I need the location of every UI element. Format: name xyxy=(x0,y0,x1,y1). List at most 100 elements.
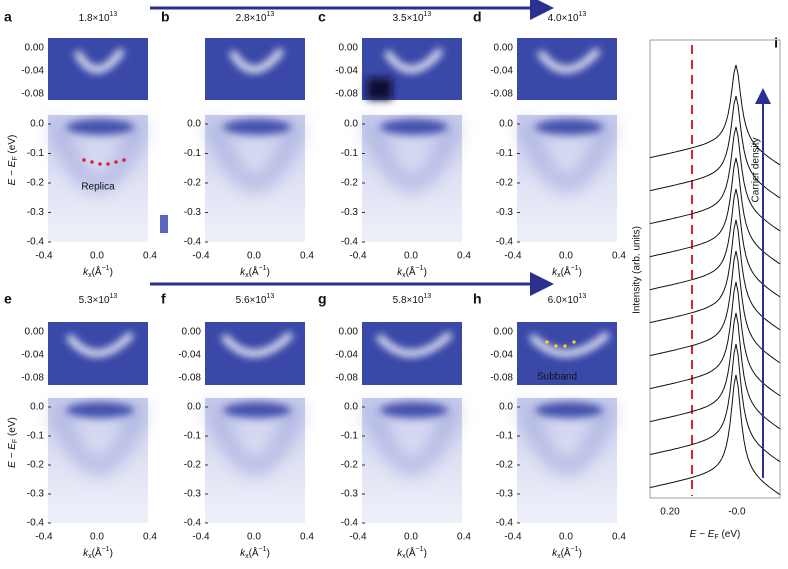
text-part: ) xyxy=(424,548,427,559)
text-part: 2.8×10 xyxy=(236,13,267,24)
text-part: 5.8×10 xyxy=(393,295,424,306)
spectrum-curve xyxy=(649,374,781,496)
annotation: Subband xyxy=(537,372,577,383)
panel-letter: b xyxy=(161,9,170,25)
carrier-density: 5.6×1013 xyxy=(236,293,275,306)
subband-marker xyxy=(572,340,576,344)
spectrum-curve xyxy=(649,281,781,397)
replica-marker xyxy=(106,162,110,166)
y-tick-label: -0.2 xyxy=(341,460,359,471)
x-tick-label: 0.0 xyxy=(247,532,261,543)
y-tick-label: -0.3 xyxy=(27,489,45,500)
y-tick-label: -0.3 xyxy=(496,207,514,218)
y-tick-label: -0.1 xyxy=(27,148,45,159)
text-part: (Å xyxy=(92,265,102,278)
y-tick-label: 0.0 xyxy=(344,119,358,130)
x-tick-label: 0.4 xyxy=(457,251,471,262)
spectrum-curve xyxy=(649,312,781,430)
x-axis-label: kx(Å−1) xyxy=(397,546,427,560)
x-tick-label: 0.20 xyxy=(660,507,680,518)
text-part: 5.6×10 xyxy=(236,295,267,306)
spectrum-curve xyxy=(649,64,781,166)
y-tick-label: 0.00 xyxy=(182,327,202,338)
text-part: (Å xyxy=(92,546,102,559)
y-tick-label: -0.08 xyxy=(21,89,44,100)
text-part: (Å xyxy=(561,546,571,559)
y-tick-label: -0.1 xyxy=(184,431,202,442)
y-tick-label: -0.4 xyxy=(184,518,202,529)
text-part: k xyxy=(397,548,403,559)
panel-letter: e xyxy=(4,291,12,307)
band-feature xyxy=(383,47,444,73)
y-tick-label: -0.4 xyxy=(184,237,202,248)
y-tick-label: -0.2 xyxy=(341,178,359,189)
x-tick-label: -0.4 xyxy=(192,532,210,543)
y-tick-label: -0.04 xyxy=(490,66,513,77)
arrow-label: Carrier density xyxy=(751,137,762,202)
y-tick-label: -0.1 xyxy=(341,148,359,159)
text-part: k xyxy=(83,548,89,559)
text-part: (Å xyxy=(249,265,259,278)
y-tick-label: -0.08 xyxy=(490,373,513,384)
y-tick-label: -0.3 xyxy=(496,489,514,500)
y-tick-label: -0.1 xyxy=(27,431,45,442)
text-part: 1.8×10 xyxy=(79,13,110,24)
panel-letter: g xyxy=(318,291,327,307)
y-tick-label: -0.4 xyxy=(27,518,45,529)
y-tick-label: -0.4 xyxy=(496,237,514,248)
y-tick-label: 0.0 xyxy=(344,402,358,413)
text-part: ) xyxy=(579,548,582,559)
band-feature xyxy=(228,47,285,73)
y-tick-label: -0.04 xyxy=(21,66,44,77)
text-part: ) xyxy=(110,267,113,278)
y-tick-label: -0.3 xyxy=(184,489,202,500)
text-part: E − E xyxy=(7,443,18,468)
y-tick-label: 0.0 xyxy=(499,402,513,413)
spectrum-curve xyxy=(649,250,781,364)
text-part: k xyxy=(552,548,558,559)
x-tick-label: 0.0 xyxy=(247,251,261,262)
y-tick-label: 0.00 xyxy=(494,327,514,338)
x-tick-label: 0.4 xyxy=(143,532,157,543)
x-tick-label: -0.4 xyxy=(35,251,53,262)
y-tick-label: -0.3 xyxy=(341,207,359,218)
y-tick-label: -0.08 xyxy=(178,373,201,384)
y-tick-label: 0.00 xyxy=(494,43,514,54)
y-tick-label: -0.3 xyxy=(341,489,359,500)
y-tick-label: 0.0 xyxy=(499,119,513,130)
x-tick-label: 0.0 xyxy=(559,251,573,262)
y-tick-label: -0.08 xyxy=(335,89,358,100)
y-tick-label: 0.0 xyxy=(30,119,44,130)
y-tick-label: 0.00 xyxy=(339,327,359,338)
x-tick-label: 0.4 xyxy=(612,532,626,543)
y-tick-label: -0.1 xyxy=(184,148,202,159)
panel-letter: d xyxy=(473,9,482,25)
text-part: (Å xyxy=(406,546,416,559)
x-tick-label: 0.4 xyxy=(143,251,157,262)
text-part: 13 xyxy=(424,293,432,300)
text-part: 3.5×10 xyxy=(393,13,424,24)
x-tick-label: 0.4 xyxy=(300,532,314,543)
band-dispersion xyxy=(207,121,303,190)
y-tick-label: -0.3 xyxy=(184,207,202,218)
x-tick-label: 0.4 xyxy=(612,251,626,262)
x-axis-label: kx(Å−1) xyxy=(83,546,113,560)
carrier-density: 5.8×1013 xyxy=(393,293,432,306)
text-part: −1 xyxy=(571,265,579,272)
carrier-density: 2.8×1013 xyxy=(236,11,275,24)
text-part: 13 xyxy=(110,11,118,18)
x-axis-label: kx(Å−1) xyxy=(83,265,113,279)
replica-marker xyxy=(82,158,86,162)
text-part: (Å xyxy=(406,265,416,278)
text-part: E − E xyxy=(690,529,715,540)
subband-marker xyxy=(563,344,567,348)
panel-letter: f xyxy=(161,291,166,307)
text-part: −1 xyxy=(571,546,579,553)
y-tick-label: -0.1 xyxy=(341,431,359,442)
x-axis-label: kx(Å−1) xyxy=(397,265,427,279)
y-axis-label: Intensity (arb. units) xyxy=(632,226,643,314)
y-tick-label: -0.2 xyxy=(27,178,45,189)
panel-letter: a xyxy=(4,9,12,25)
y-tick-label: 0.00 xyxy=(25,327,45,338)
